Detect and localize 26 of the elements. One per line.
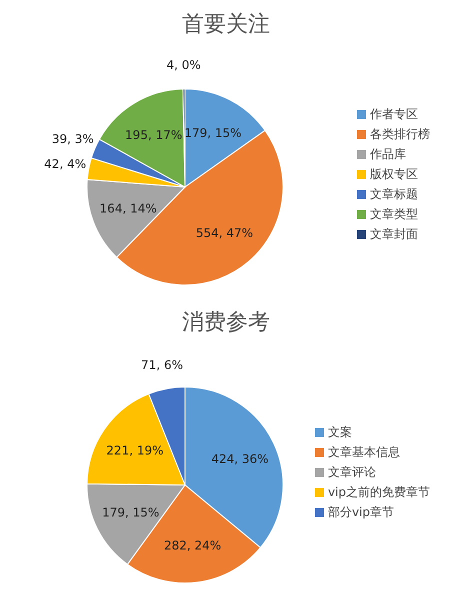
data-label: 221, 19% xyxy=(106,444,164,458)
data-label: 554, 47% xyxy=(196,226,254,240)
legend-label: 作者专区 xyxy=(370,107,418,121)
legend-label: 各类排行榜 xyxy=(370,127,430,141)
data-label: 195, 17% xyxy=(125,128,182,142)
data-label: 424, 36% xyxy=(211,452,269,466)
data-label: 164, 14% xyxy=(100,202,157,216)
legend-label: 文章类型 xyxy=(370,207,418,221)
legend-label: 文章基本信息 xyxy=(328,445,400,459)
legend-label: 文章评论 xyxy=(328,465,376,479)
data-label: 179, 15% xyxy=(184,126,242,140)
legend-label: vip之前的免费章节 xyxy=(328,485,430,499)
data-label: 282, 24% xyxy=(164,538,222,552)
legend-label: 文章标题 xyxy=(370,187,418,201)
legend-label: 版权专区 xyxy=(370,167,418,181)
data-label: 71, 6% xyxy=(141,358,183,372)
legend-label: 部分vip章节 xyxy=(328,505,394,519)
data-label: 42, 4% xyxy=(44,157,86,172)
data-label: 39, 3% xyxy=(52,132,94,146)
data-label: 179, 15% xyxy=(102,505,160,520)
data-label: 4, 0% xyxy=(166,58,201,72)
legend-label: 文章封面 xyxy=(370,227,418,241)
legend-label: 文案 xyxy=(328,425,352,439)
legend-label: 作品库 xyxy=(370,147,406,161)
chart-title: 首要关注 xyxy=(181,11,271,39)
chart-title: 消费参考 xyxy=(181,309,271,337)
